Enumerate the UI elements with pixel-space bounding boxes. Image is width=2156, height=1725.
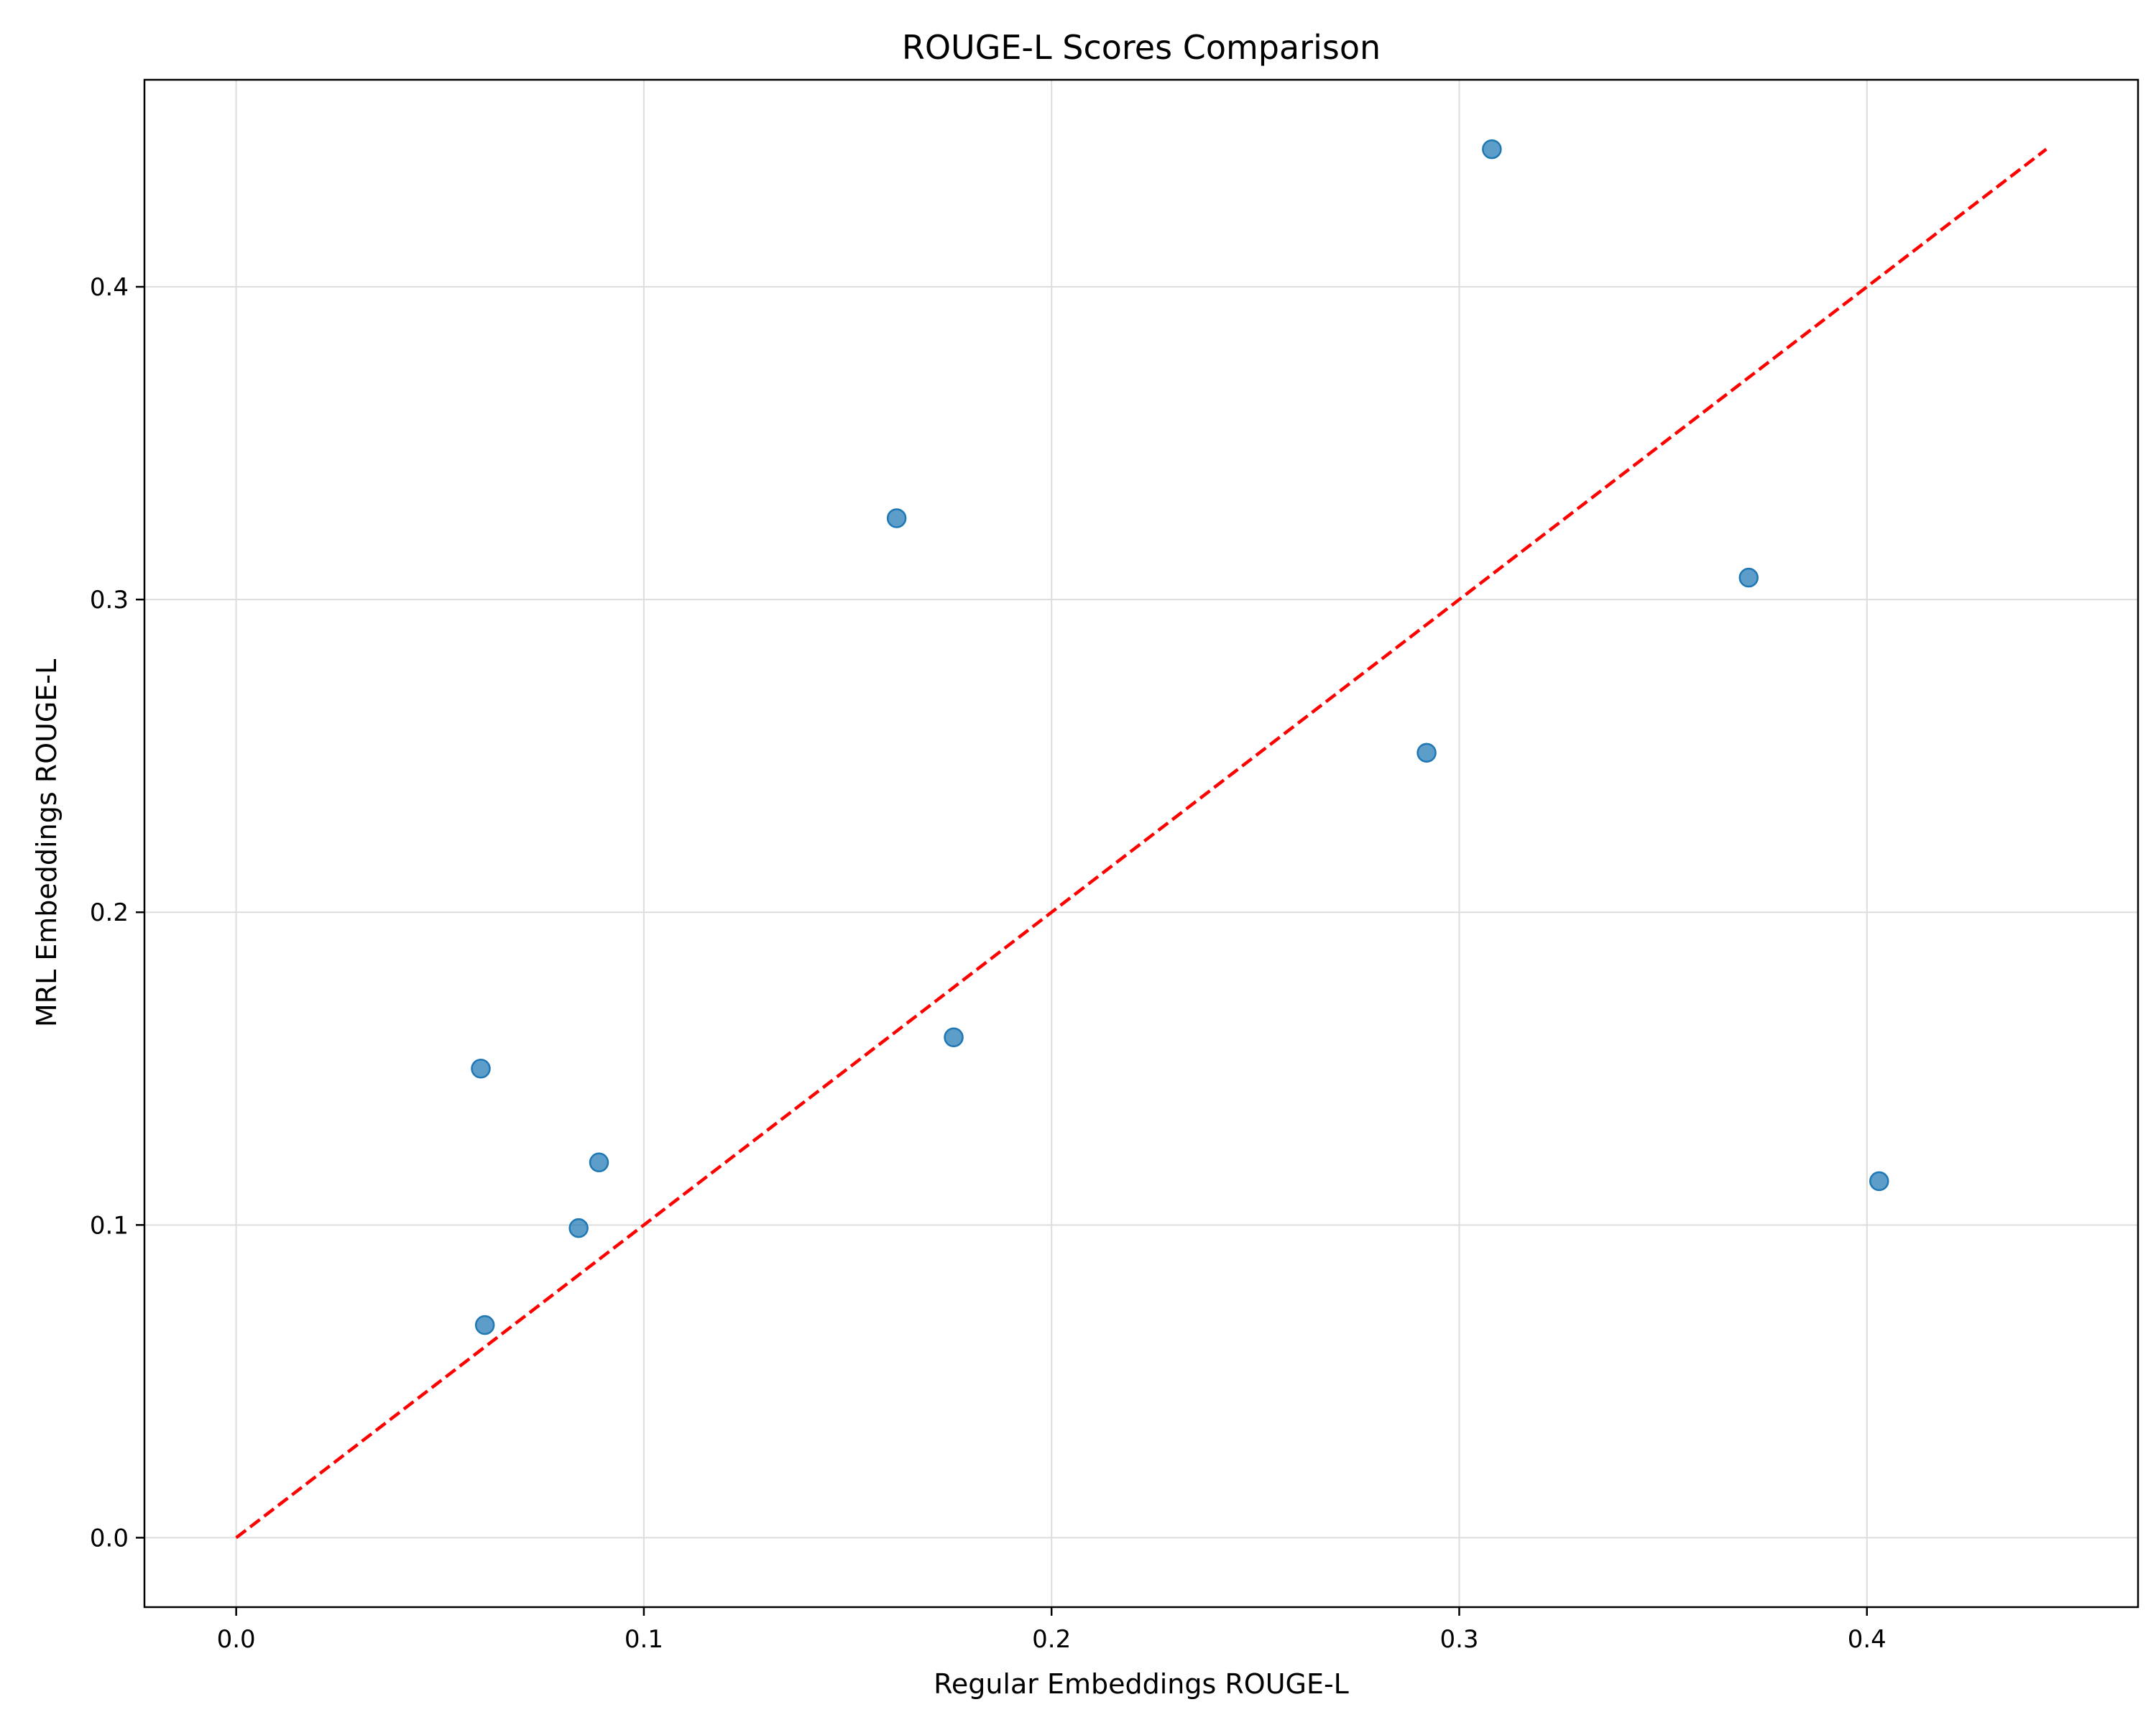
data-point (944, 1027, 964, 1048)
x-tick-label: 0.3 (1439, 1625, 1478, 1654)
x-axis-ticks: 0.0 0.1 0.2 0.3 0.4 (217, 1607, 1886, 1654)
y-tick-label: 0.1 (90, 1211, 129, 1240)
x-axis-label: Regular Embeddings ROUGE-L (934, 1668, 1349, 1700)
data-point (589, 1152, 609, 1173)
plot-frame (143, 78, 2139, 1609)
x-tick-label: 0.0 (217, 1625, 256, 1654)
data-point (1416, 742, 1437, 763)
chart-title: ROUGE-L Scores Comparison (902, 28, 1381, 67)
y-tick-label: 0.2 (90, 898, 129, 927)
y-tick-label: 0.0 (90, 1524, 129, 1552)
x-tick-label: 0.1 (625, 1625, 663, 1654)
data-point (1869, 1171, 1889, 1192)
data-point (471, 1059, 491, 1079)
data-point (474, 1315, 495, 1335)
x-tick-label: 0.4 (1848, 1625, 1886, 1654)
x-tick-label: 0.2 (1032, 1625, 1071, 1654)
reference-line (235, 147, 2047, 1540)
data-point (1482, 139, 1502, 160)
data-point (568, 1218, 589, 1238)
data-point (886, 508, 907, 528)
data-point (1738, 567, 1759, 588)
reference-line-layer (235, 147, 2047, 1540)
y-axis-label: MRL Embeddings ROUGE-L (31, 659, 63, 1027)
data-points (471, 139, 1889, 1335)
y-tick-label: 0.4 (90, 273, 129, 302)
grid (144, 80, 2138, 1607)
y-tick-label: 0.3 (90, 586, 129, 615)
y-axis-ticks: 0.0 0.1 0.2 0.3 0.4 (90, 273, 144, 1552)
